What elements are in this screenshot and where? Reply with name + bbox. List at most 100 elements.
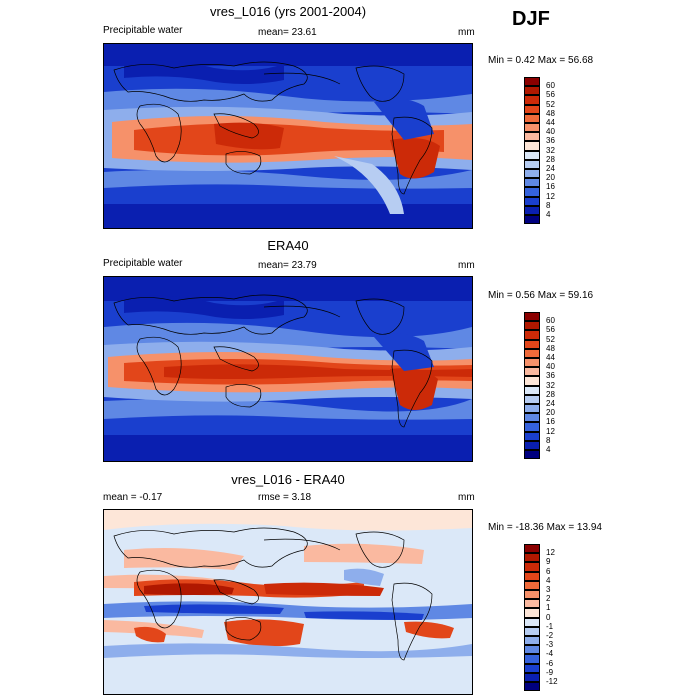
- colorbar-era40: 60 56 52 48 44 40 36 32 28 24 20 16 12 8 4: [524, 312, 584, 460]
- colorbar-tick-label: 12: [546, 426, 555, 436]
- colorbar-tick-label: 48: [546, 343, 555, 353]
- colorbar-tick-label: -3: [546, 640, 554, 650]
- colorbar-tick-label: 16: [546, 417, 555, 427]
- colorbar-tick-label: 60: [546, 81, 555, 91]
- colorbar-swatch: [524, 113, 540, 123]
- colorbar-tick-label: 24: [546, 164, 555, 173]
- colorbar-swatch: [524, 77, 540, 87]
- colorbar-tick-label: 36: [546, 371, 555, 381]
- colorbar-tick-label: 44: [546, 353, 555, 362]
- colorbar-tick-label: 0: [546, 612, 551, 622]
- colorbar-swatch: [524, 404, 540, 414]
- panel-title: vres_L016 (yrs 2001-2004): [209, 4, 367, 19]
- colorbar-swatch: [524, 312, 540, 322]
- colorbar-swatch: [524, 150, 540, 160]
- colorbar-tick-label: 20: [546, 408, 555, 418]
- colorbar-tick-label: 20: [546, 173, 555, 183]
- colorbar-swatch: [524, 215, 540, 225]
- colorbar-tick-label: 12: [546, 548, 555, 558]
- colorbar-swatch: [524, 663, 540, 673]
- colorbar-swatch: [524, 636, 540, 646]
- colorbar-tick-label: 8: [546, 435, 551, 445]
- colorbar-swatch: [524, 571, 540, 581]
- colorbar-tick-label: -4: [546, 649, 554, 659]
- map-era40: [103, 276, 473, 462]
- colorbar-tick-label: -2: [546, 631, 554, 640]
- colorbar-swatch: [524, 123, 540, 133]
- colorbar-swatch: [524, 196, 540, 206]
- colorbar-tick-label: 6: [546, 566, 551, 576]
- units-label: mm: [458, 492, 475, 503]
- colorbar-swatch: [524, 330, 540, 340]
- colorbar-tick-label: -1: [546, 621, 554, 631]
- colorbar-tick-label: 4: [546, 575, 551, 585]
- colorbar-swatch: [524, 626, 540, 636]
- colorbar-tick-label: 36: [546, 136, 555, 146]
- colorbar-swatch: [524, 654, 540, 664]
- units-label: mm: [458, 260, 475, 271]
- colorbar-tick-label: 40: [546, 127, 555, 137]
- colorbar-swatch: [524, 617, 540, 627]
- minmax-label: Min = 0.42 Max = 56.68: [488, 55, 594, 66]
- colorbar-swatch: [524, 590, 540, 600]
- colorbar-swatch: [524, 385, 540, 395]
- colorbar-tick-label: 8: [546, 200, 551, 210]
- colorbar-swatch: [524, 450, 540, 460]
- colorbar-swatch: [524, 132, 540, 142]
- colorbar-tick-label: 16: [546, 182, 555, 192]
- rmse-label: rmse = 3.18: [258, 492, 312, 503]
- colorbar-swatch: [524, 367, 540, 377]
- colorbar-tick-label: -12: [546, 677, 558, 686]
- mean-label: mean = -0.17: [103, 492, 163, 503]
- colorbar-tick-label: 44: [546, 118, 555, 127]
- colorbar-swatch: [524, 339, 540, 349]
- colorbar-tick-label: 4: [546, 210, 551, 219]
- colorbar-tick-label: 56: [546, 325, 555, 335]
- colorbar-swatch: [524, 86, 540, 96]
- colorbar-swatch: [524, 169, 540, 179]
- mean-label: mean= 23.61: [258, 27, 317, 38]
- colorbar-swatch: [524, 544, 540, 554]
- colorbar-swatch: [524, 159, 540, 169]
- colorbar-tick-label: 2: [546, 594, 551, 604]
- colorbar-swatch: [524, 682, 540, 692]
- colorbar-swatch: [524, 141, 540, 151]
- colorbar-swatch: [524, 431, 540, 441]
- colorbar-swatch: [524, 562, 540, 572]
- colorbar-tick-label: 12: [546, 191, 555, 201]
- season-label: DJF: [512, 8, 550, 30]
- colorbar-tick-label: 52: [546, 99, 555, 109]
- colorbar-tick-label: 28: [546, 389, 555, 399]
- colorbar-tick-label: 1: [546, 603, 551, 613]
- colorbar-tick-label: 32: [546, 380, 555, 390]
- colorbar-tick-label: 32: [546, 145, 555, 155]
- colorbar-model: 60 56 52 48 44 40 36 32 28 24 20 16 12 8 4: [524, 77, 584, 225]
- mean-label: mean= 23.79: [258, 260, 317, 271]
- colorbar-tick-label: -6: [546, 658, 554, 668]
- variable-label: Precipitable water: [103, 258, 183, 269]
- colorbar-swatch: [524, 422, 540, 432]
- colorbar-swatch: [524, 440, 540, 450]
- colorbar-swatch: [524, 645, 540, 655]
- colorbar-difference: 12 9 6 4 3 2 1 0 -1 -2 -3 -4 -6 -9 -12: [524, 544, 584, 692]
- colorbar-tick-label: 56: [546, 90, 555, 100]
- colorbar-tick-label: 28: [546, 154, 555, 164]
- colorbar-swatch: [524, 599, 540, 609]
- colorbar-tick-label: -9: [546, 667, 554, 677]
- colorbar-swatch: [524, 348, 540, 358]
- colorbar-tick-label: 52: [546, 334, 555, 344]
- panel-title: ERA40: [267, 238, 309, 253]
- colorbar-tick-label: 9: [546, 557, 551, 567]
- colorbar-tick-label: 24: [546, 399, 555, 408]
- colorbar-swatch: [524, 95, 540, 105]
- colorbar-swatch: [524, 608, 540, 618]
- map-model: [103, 43, 473, 229]
- colorbar-swatch: [524, 178, 540, 188]
- colorbar-tick-label: 3: [546, 585, 551, 594]
- colorbar-swatch: [524, 580, 540, 590]
- panel-title: vres_L016 - ERA40: [231, 472, 345, 487]
- colorbar-swatch: [524, 553, 540, 563]
- variable-label: Precipitable water: [103, 25, 183, 36]
- colorbar-swatch: [524, 358, 540, 368]
- colorbar-swatch: [524, 376, 540, 386]
